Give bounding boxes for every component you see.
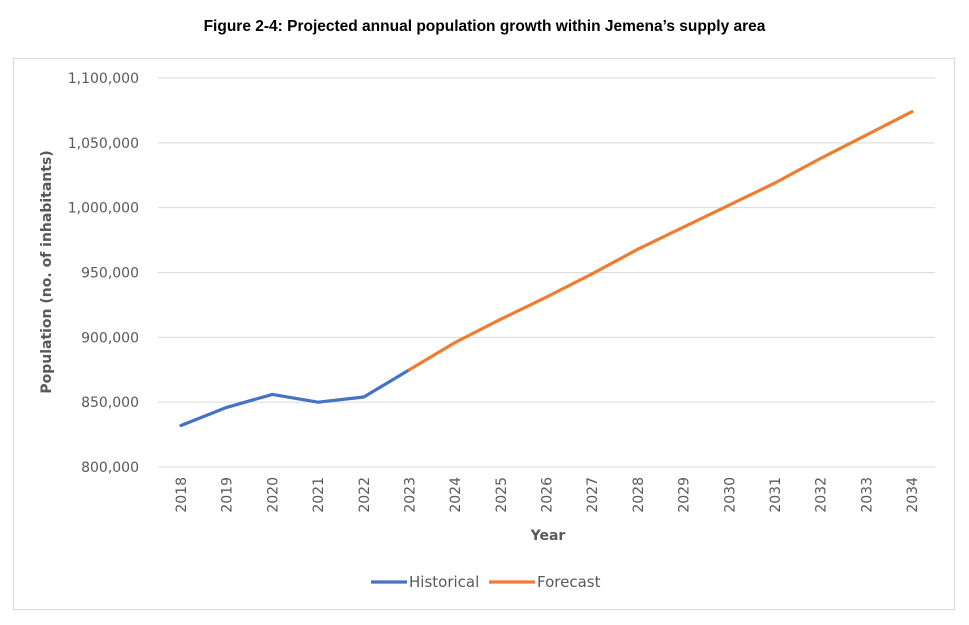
y-tick-label: 900,000 [81, 330, 139, 346]
y-axis-label: Population (no. of inhabitants) [39, 150, 55, 393]
x-tick-label: 2019 [220, 477, 236, 513]
series-line-forecast [407, 110, 914, 372]
x-axis-label: Year [530, 528, 566, 544]
x-tick-label: 2020 [265, 477, 281, 513]
y-tick-label: 1,050,000 [68, 136, 139, 152]
x-tick-label: 2034 [905, 477, 921, 513]
x-tick-label: 2033 [859, 477, 875, 513]
x-tick-label: 2030 [722, 477, 738, 513]
y-tick-label: 850,000 [81, 395, 139, 411]
x-tick-label: 2031 [768, 477, 784, 513]
x-tick-label: 2032 [814, 477, 830, 513]
x-tick-label: 2026 [540, 477, 556, 513]
x-tick-label: 2018 [174, 477, 190, 513]
figure-title: Figure 2-4: Projected annual population … [203, 18, 766, 35]
x-tick-label: 2022 [357, 477, 373, 513]
series-lines [179, 110, 914, 428]
x-tick-label: 2028 [631, 477, 647, 513]
y-tick-label: 800,000 [81, 460, 139, 476]
gridlines [158, 77, 935, 468]
x-tick-label: 2025 [494, 477, 510, 513]
x-tick-label: 2029 [677, 477, 693, 513]
x-tick-label: 2023 [402, 477, 418, 513]
y-tick-label: 1,000,000 [68, 201, 139, 217]
x-axis-ticks: 2018 2019 2020 2021 2022 2023 2024 2025 2026 2027… [174, 477, 921, 513]
legend-label-forecast: Forecast [537, 573, 601, 591]
y-axis-ticks: 800,000 850,000 900,000 950,000 1,000,000 1,0… [68, 71, 139, 476]
x-tick-label: 2027 [585, 477, 601, 513]
x-tick-label: 2024 [448, 477, 464, 513]
legend: Historical Forecast [371, 573, 601, 591]
y-tick-label: 950,000 [81, 266, 139, 282]
chart-frame [13, 58, 955, 610]
series-line-historical [179, 368, 411, 428]
x-tick-label: 2021 [311, 477, 327, 513]
legend-label-historical: Historical [409, 573, 479, 591]
y-tick-label: 1,100,000 [68, 71, 139, 87]
